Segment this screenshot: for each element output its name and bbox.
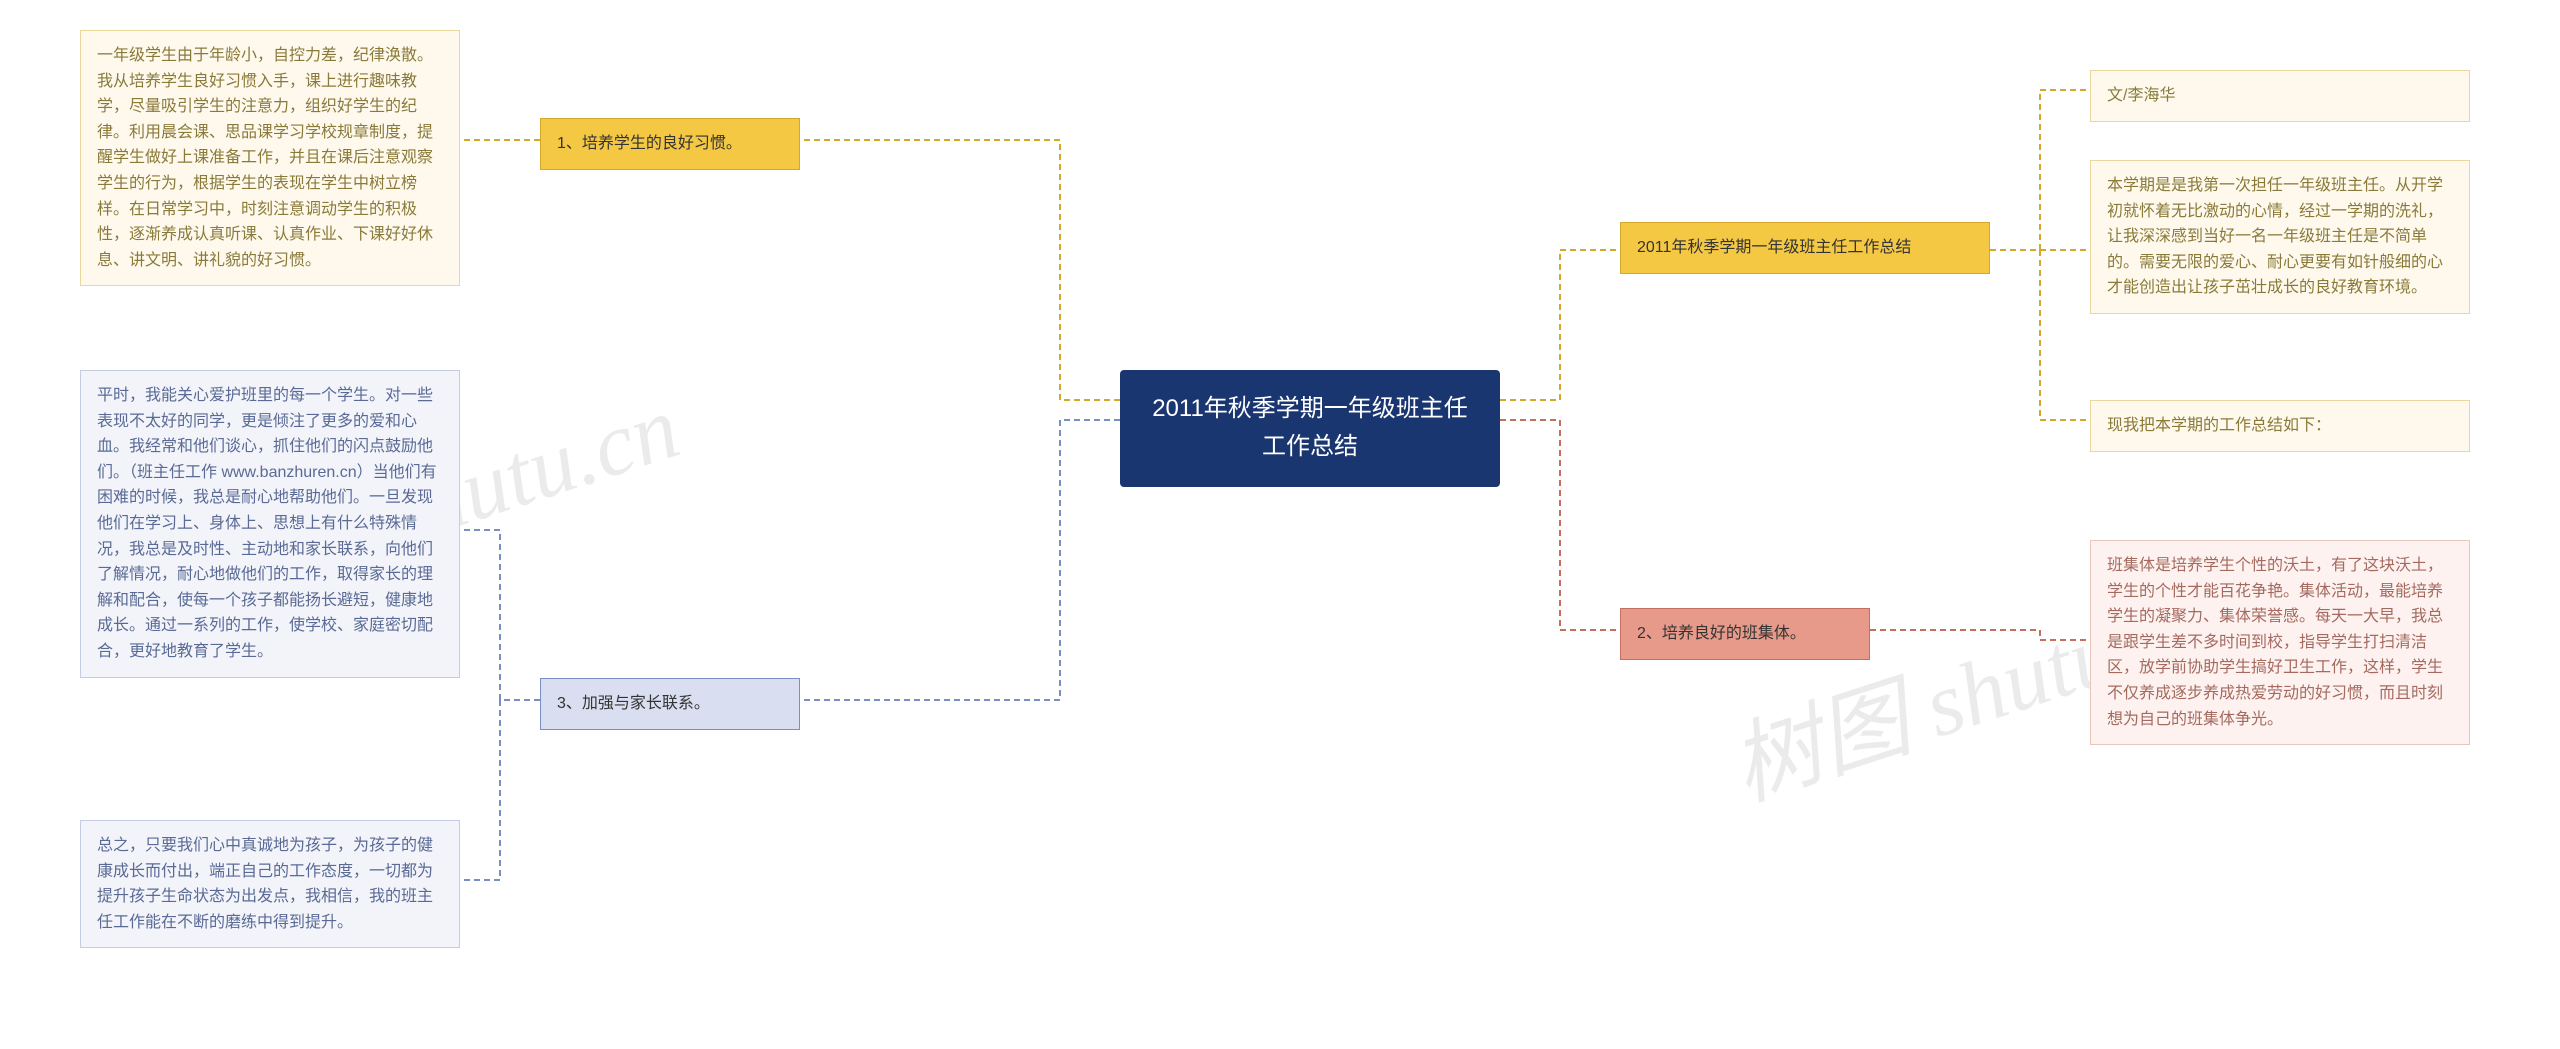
leaf-1: 一年级学生由于年龄小，自控力差，纪律涣散。我从培养学生良好习惯入手，课上进行趣味…	[80, 30, 460, 286]
branch-1[interactable]: 1、培养学生的良好习惯。	[540, 118, 800, 170]
leaf-0a: 文/李海华	[2090, 70, 2470, 122]
leaf-3b: 总之，只要我们心中真诚地为孩子，为孩子的健康成长而付出，端正自己的工作态度，一切…	[80, 820, 460, 948]
branch-3[interactable]: 3、加强与家长联系。	[540, 678, 800, 730]
branch-0[interactable]: 2011年秋季学期一年级班主任工作总结	[1620, 222, 1990, 274]
root-node[interactable]: 2011年秋季学期一年级班主任工作总结	[1120, 370, 1500, 487]
leaf-0b: 本学期是是我第一次担任一年级班主任。从开学初就怀着无比激动的心情，经过一学期的洗…	[2090, 160, 2470, 314]
branch-2[interactable]: 2、培养良好的班集体。	[1620, 608, 1870, 660]
leaf-2: 班集体是培养学生个性的沃土，有了这块沃土，学生的个性才能百花争艳。集体活动，最能…	[2090, 540, 2470, 745]
leaf-3a: 平时，我能关心爱护班里的每一个学生。对一些表现不太好的同学，更是倾注了更多的爱和…	[80, 370, 460, 678]
leaf-0c: 现我把本学期的工作总结如下：	[2090, 400, 2470, 452]
